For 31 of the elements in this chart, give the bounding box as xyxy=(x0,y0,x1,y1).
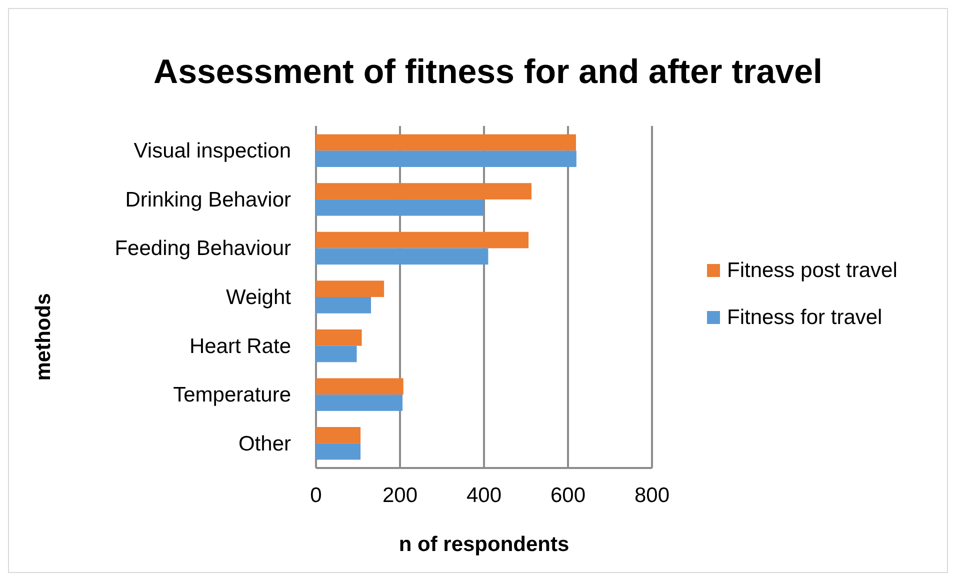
chart-title: Assessment of fitness for and after travel xyxy=(154,53,822,91)
y-tick-label: Drinking Behavior xyxy=(125,188,291,212)
y-tick-label: Temperature xyxy=(173,384,291,407)
bar xyxy=(316,394,403,411)
bar xyxy=(316,346,357,362)
x-tick-label: 600 xyxy=(550,484,586,507)
y-tick-label: Other xyxy=(238,432,291,456)
bar xyxy=(316,297,372,314)
bar xyxy=(316,232,529,248)
y-axis-title: methods xyxy=(32,293,55,381)
bar xyxy=(316,150,576,167)
bar xyxy=(316,183,532,200)
bar xyxy=(316,443,361,460)
x-axis-title: n of respondents xyxy=(398,533,570,556)
bar xyxy=(316,248,488,265)
bar xyxy=(316,378,404,395)
legend-label: Fitness for travel xyxy=(727,306,882,329)
bar xyxy=(316,199,484,216)
y-tick-label: Visual inspection xyxy=(134,140,291,163)
legend-label: Fitness post travel xyxy=(727,259,898,282)
bar xyxy=(316,134,576,151)
bar xyxy=(316,427,361,444)
x-tick-label: 200 xyxy=(382,484,418,507)
y-tick-label: Feeding Behaviour xyxy=(114,237,291,260)
x-tick-label: 0 xyxy=(310,484,322,507)
bar xyxy=(316,280,384,297)
x-tick-label: 400 xyxy=(466,484,502,507)
x-tick-label: 800 xyxy=(634,484,670,507)
bar xyxy=(316,329,362,346)
y-tick-label: Weight xyxy=(226,286,292,309)
y-tick-label: Heart Rate xyxy=(189,334,291,358)
